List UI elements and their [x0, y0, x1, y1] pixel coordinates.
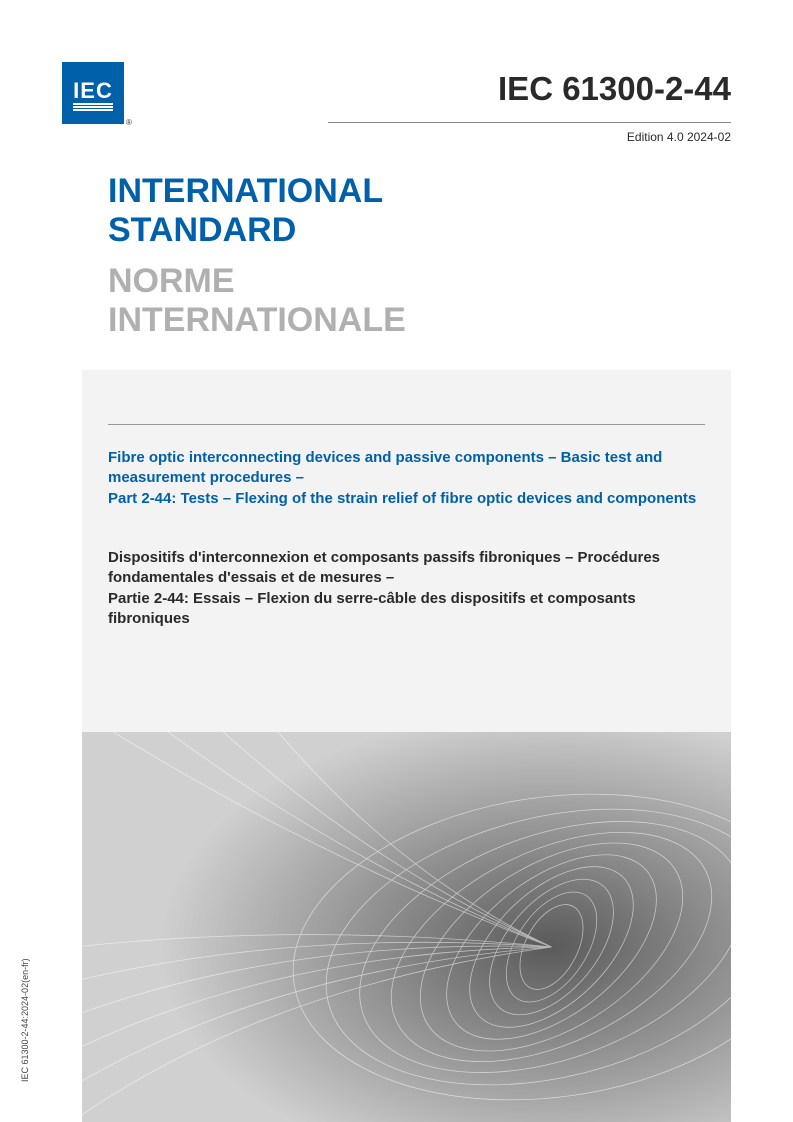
heading-en-line1: INTERNATIONAL	[108, 172, 383, 211]
panel-rule	[108, 424, 705, 425]
header-rule	[328, 122, 731, 123]
heading-fr-line1: NORME	[108, 262, 406, 301]
title-english: Fibre optic interconnecting devices and …	[108, 448, 705, 509]
title-french: Dispositifs d'interconnexion et composan…	[108, 548, 705, 629]
iec-logo-lines	[73, 106, 113, 108]
iec-logo-text: IEC	[73, 78, 113, 104]
heading-en-line2: STANDARD	[108, 211, 383, 250]
heading-fr-line2: INTERNATIONALE	[108, 301, 406, 340]
standard-code: IEC 61300-2-44	[498, 70, 731, 108]
heading-french: NORME INTERNATIONALE	[108, 262, 406, 340]
page-root: IEC ® IEC 61300-2-44 Edition 4.0 2024-02…	[0, 0, 793, 1122]
iec-logo: IEC	[62, 62, 124, 124]
spine-label: IEC 61300-2-44:2024-02(en-fr)	[20, 958, 30, 1082]
cover-artwork	[82, 732, 731, 1122]
registered-mark: ®	[126, 118, 132, 127]
edition-label: Edition 4.0 2024-02	[627, 130, 731, 144]
heading-english: INTERNATIONAL STANDARD	[108, 172, 383, 250]
content-panel: Fibre optic interconnecting devices and …	[82, 370, 731, 1122]
